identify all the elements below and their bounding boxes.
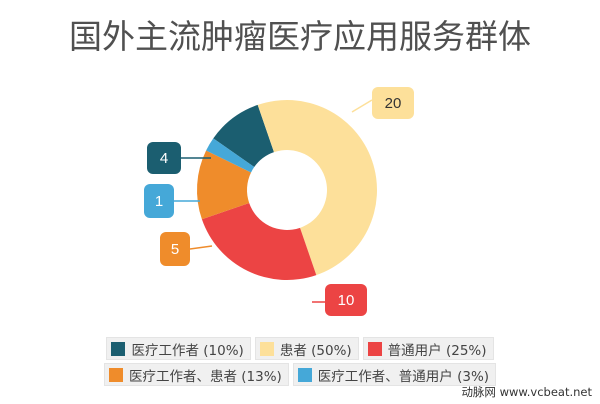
data-label-callout: 4	[147, 142, 211, 174]
data-label-value: 5	[171, 241, 179, 258]
donut-slices	[197, 100, 377, 280]
legend-item-medical-workers[interactable]: 医疗工作者 (10%)	[106, 337, 251, 360]
data-label-callout: 20	[351, 87, 414, 119]
donut-slice[interactable]	[257, 100, 377, 276]
legend-row-2: 医疗工作者、患者 (13%) 医疗工作者、普通用户 (3%)	[0, 363, 600, 386]
data-label-value: 4	[160, 150, 168, 167]
legend-label: 医疗工作者 (10%)	[131, 342, 244, 359]
legend-swatch	[108, 367, 123, 382]
data-label-value: 20	[385, 95, 402, 112]
data-label-callout: 5	[160, 232, 213, 266]
source-watermark: 动脉网 www.vcbeat.net	[461, 385, 592, 399]
legend-label: 患者 (50%)	[279, 342, 352, 359]
legend-label: 医疗工作者、患者 (13%)	[128, 368, 282, 385]
chart-legend: 医疗工作者 (10%) 患者 (50%) 普通用户 (25%) 医疗工作者、患者…	[0, 337, 600, 389]
data-label-callouts: 4 20 10 5 1	[144, 87, 414, 316]
legend-swatch	[111, 341, 126, 356]
legend-swatch	[259, 341, 274, 356]
donut-slice[interactable]	[197, 150, 252, 220]
legend-swatch	[297, 367, 312, 382]
legend-item-general-users[interactable]: 普通用户 (25%)	[362, 337, 494, 360]
donut-slice[interactable]	[201, 203, 317, 280]
legend-label: 普通用户 (25%)	[387, 342, 487, 359]
legend-label: 医疗工作者、普通用户 (3%)	[317, 368, 490, 385]
data-label-value: 10	[338, 292, 355, 309]
chart-title: 国外主流肿瘤医疗应用服务群体	[69, 17, 531, 56]
legend-item-patients[interactable]: 患者 (50%)	[254, 337, 359, 360]
legend-item-medical-workers-general-users[interactable]: 医疗工作者、普通用户 (3%)	[292, 363, 497, 386]
donut-slice[interactable]	[213, 104, 274, 168]
legend-item-medical-workers-patients[interactable]: 医疗工作者、患者 (13%)	[103, 363, 289, 386]
data-label-callout: 1	[144, 184, 200, 218]
data-label-value: 1	[155, 193, 163, 210]
legend-swatch	[367, 341, 382, 356]
legend-row-1: 医疗工作者 (10%) 患者 (50%) 普通用户 (25%)	[0, 337, 600, 360]
data-label-callout: 10	[312, 284, 367, 316]
donut-slice[interactable]	[206, 138, 255, 173]
